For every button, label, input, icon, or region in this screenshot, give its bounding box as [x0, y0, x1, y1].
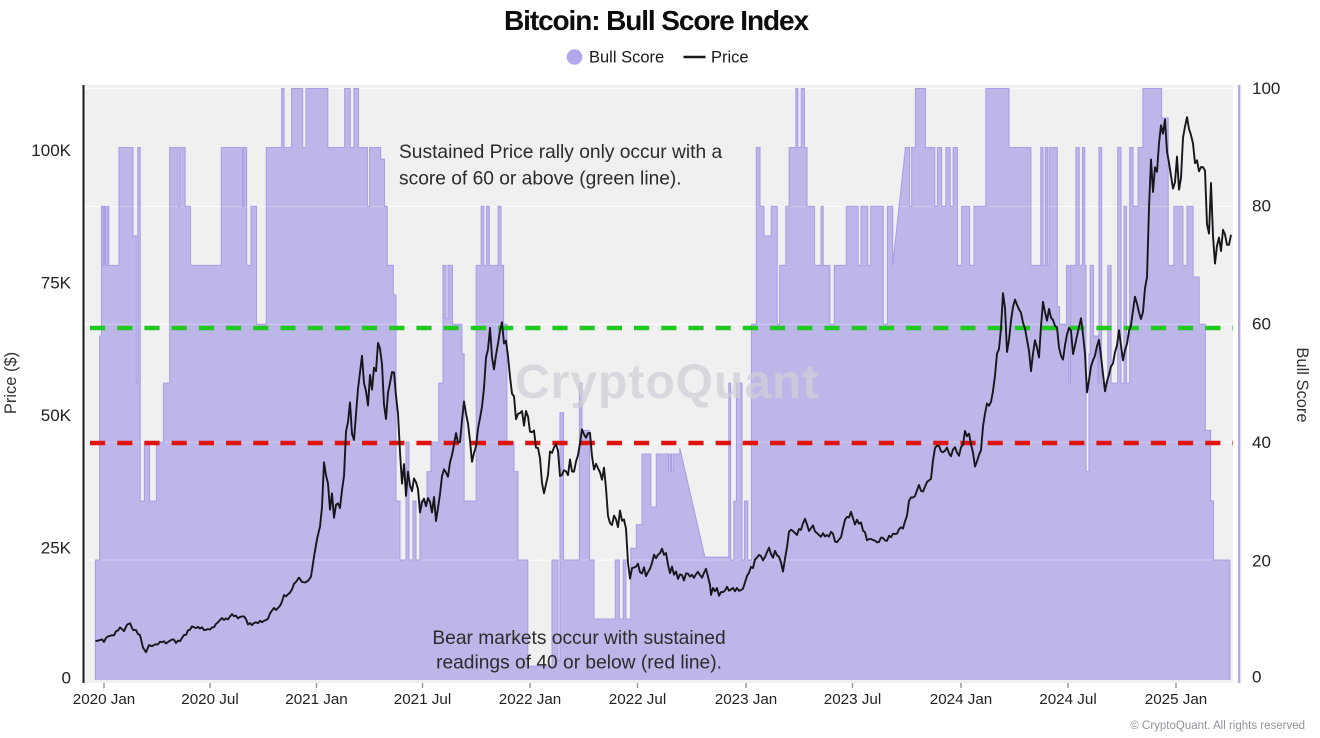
- svg-text:2023 Jul: 2023 Jul: [824, 691, 881, 708]
- svg-text:0: 0: [1252, 668, 1261, 687]
- svg-text:CryptoQuant: CryptoQuant: [515, 356, 819, 409]
- svg-text:© CryptoQuant. All rights rese: © CryptoQuant. All rights reserved: [1130, 720, 1305, 732]
- svg-text:25K: 25K: [41, 539, 72, 558]
- svg-text:0: 0: [62, 669, 71, 688]
- svg-text:2021 Jul: 2021 Jul: [394, 691, 451, 708]
- svg-text:2024 Jan: 2024 Jan: [930, 691, 993, 708]
- svg-text:Bear markets occur with sustai: Bear markets occur with sustained: [432, 628, 725, 649]
- svg-text:100K: 100K: [31, 141, 71, 160]
- svg-text:2020 Jan: 2020 Jan: [73, 691, 136, 708]
- svg-text:80: 80: [1252, 197, 1271, 216]
- svg-text:2022 Jan: 2022 Jan: [499, 691, 562, 708]
- svg-text:100: 100: [1252, 79, 1280, 98]
- svg-text:40: 40: [1252, 433, 1271, 452]
- svg-text:2020 Jul: 2020 Jul: [181, 691, 238, 708]
- svg-text:Bitcoin: Bull Score Index: Bitcoin: Bull Score Index: [504, 5, 809, 36]
- svg-text:score of 60 or above (green li: score of 60 or above (green line).: [399, 168, 682, 189]
- svg-text:Bull Score: Bull Score: [1293, 347, 1311, 422]
- svg-text:readings of 40 or below (red l: readings of 40 or below (red line).: [436, 653, 722, 674]
- svg-text:2024 Jul: 2024 Jul: [1039, 691, 1096, 708]
- svg-text:75K: 75K: [41, 274, 72, 293]
- svg-text:60: 60: [1252, 315, 1271, 334]
- svg-text:20: 20: [1252, 552, 1271, 571]
- svg-text:2023 Jan: 2023 Jan: [715, 691, 778, 708]
- svg-text:Price ($): Price ($): [2, 352, 20, 414]
- svg-text:2021 Jan: 2021 Jan: [285, 691, 348, 708]
- svg-text:2025 Jan: 2025 Jan: [1145, 691, 1208, 708]
- svg-text:50K: 50K: [41, 406, 72, 425]
- svg-text:Sustained Price rally only occ: Sustained Price rally only occur with a: [399, 142, 722, 163]
- svg-text:2022 Jul: 2022 Jul: [609, 691, 666, 708]
- svg-text:Price: Price: [711, 49, 749, 67]
- svg-text:Bull Score: Bull Score: [589, 49, 664, 67]
